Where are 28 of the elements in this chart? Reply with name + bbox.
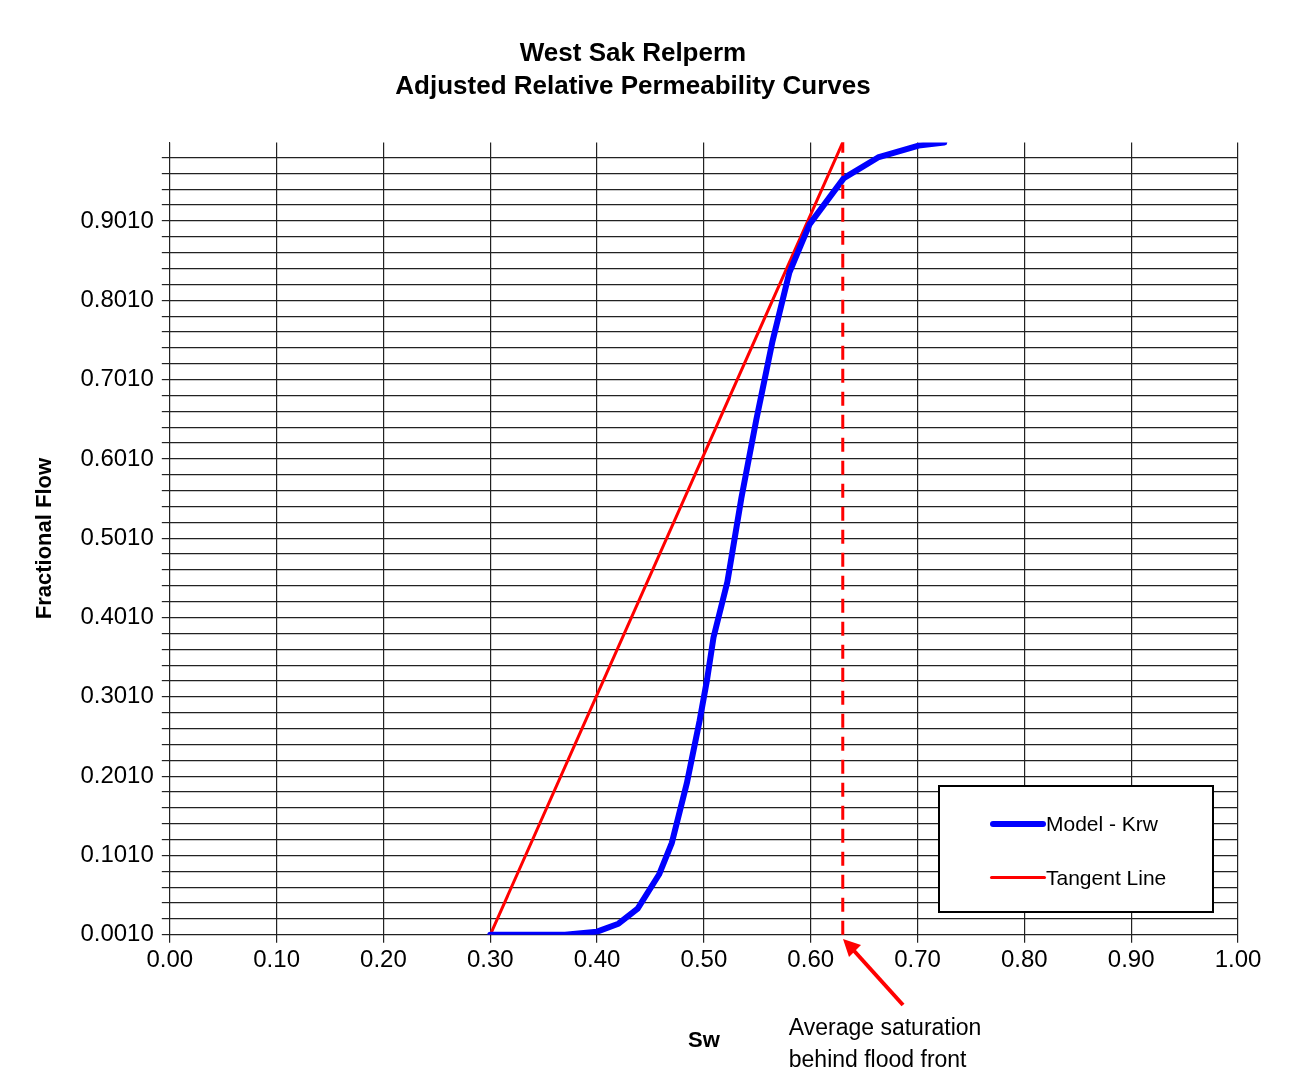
x-tick-label: 0.90 [1107, 944, 1155, 972]
x-tick-label: 1.00 [1214, 944, 1262, 972]
y-tick-label: 0.2010 [80, 760, 154, 788]
chart-title: West Sak Relperm [519, 36, 747, 67]
x-tick-label: 0.20 [360, 944, 407, 972]
x-axis-title: Sw [688, 1026, 721, 1052]
x-tick-label: 0.70 [894, 944, 941, 972]
y-tick-label: 0.0010 [80, 919, 154, 947]
annotation: Average saturation behind flood front [788, 1012, 983, 1074]
x-tick-label: 0.10 [253, 944, 300, 972]
y-tick-label: 0.4010 [80, 602, 154, 630]
y-tick-label: 0.6010 [80, 443, 154, 471]
x-tick-label: 0.30 [466, 944, 514, 972]
chart-subtitle: Adjusted Relative Permeability Curves [395, 69, 871, 100]
y-axis-title: Fractional Flow [31, 457, 57, 620]
x-tick-label: 0.50 [680, 944, 728, 972]
x-tick-label: 0.00 [146, 944, 194, 972]
y-tick-label: 0.9010 [80, 205, 154, 233]
legend-label: Model - Krw [1046, 811, 1159, 836]
legend-label: Tangent Line [1046, 865, 1167, 890]
x-tick-label: 0.80 [1001, 944, 1048, 972]
y-tick-label: 0.1010 [80, 840, 154, 868]
x-tick-label: 0.60 [787, 944, 835, 972]
y-tick-label: 0.8010 [80, 284, 154, 312]
x-tick-label: 0.40 [573, 944, 621, 972]
y-tick-label: 0.3010 [80, 681, 154, 709]
y-tick-label: 0.5010 [80, 522, 154, 550]
y-tick-label: 0.7010 [80, 364, 154, 392]
